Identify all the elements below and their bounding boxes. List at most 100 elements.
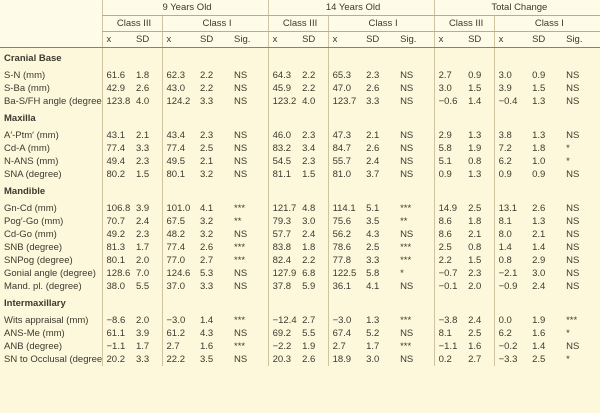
value-cell: NS — [234, 268, 248, 279]
value-cell: 3.0 — [366, 354, 380, 365]
value-cell: 3.0 — [532, 268, 546, 279]
value-cell: 2.2 — [200, 70, 214, 81]
empty-cell — [196, 108, 230, 129]
value-cell: 2.7 — [468, 354, 482, 365]
data-row: Wits appraisal (mm) −8.6 2.0 −3.0 1.4 *** −12.… — [0, 314, 600, 327]
stat-title: x — [493, 31, 529, 48]
value-cell: −0.9 — [493, 280, 529, 293]
data-row: Gn-Cd (mm) 106.8 3.9 101.0 4.1 *** 121.7 4.8 114… — [0, 202, 600, 215]
value-cell: −12.4 — [267, 314, 299, 327]
value-cell: 47.3 — [327, 129, 363, 142]
value-cell: 2.4 — [468, 315, 482, 326]
value-cell: 0.2 — [433, 353, 465, 366]
row-label: Cd-A (mm) — [4, 143, 50, 154]
empty-cell — [101, 47, 132, 69]
value-cell: 49.2 — [101, 228, 132, 241]
value-cell: 3.3 — [200, 281, 214, 292]
value-cell: 2.1 — [136, 130, 150, 141]
value-cell: *** — [400, 242, 412, 253]
value-cell: 81.3 — [101, 241, 132, 254]
data-row: Cd-A (mm) 77.4 3.3 77.4 2.5 NS 83.2 3.4 84.7 2.6 N… — [0, 142, 600, 155]
value-cell: 0.9 — [433, 168, 465, 181]
value-cell: 42.9 — [101, 82, 132, 95]
value-cell: NS — [566, 242, 580, 253]
row-label: S-Ba (mm) — [4, 83, 50, 94]
value-cell: 57.7 — [267, 228, 299, 241]
value-cell: 4.0 — [302, 96, 316, 107]
value-cell: 79.3 — [267, 215, 299, 228]
empty-cell — [132, 181, 162, 202]
value-cell: 8.6 — [433, 215, 465, 228]
empty-cell — [464, 48, 494, 70]
stat-title: x — [101, 31, 132, 48]
value-cell: 128.6 — [101, 267, 132, 280]
value-cell: 82.4 — [267, 254, 299, 267]
value-cell: NS — [234, 143, 248, 154]
value-cell: 121.7 — [267, 202, 299, 215]
stat-title: x — [327, 31, 363, 48]
value-cell: 1.4 — [468, 96, 482, 107]
value-cell: 3.3 — [136, 143, 150, 154]
value-cell: * — [566, 354, 570, 365]
empty-cell — [562, 181, 600, 202]
empty-cell — [298, 293, 328, 314]
empty-cell — [327, 181, 363, 202]
value-cell: *** — [400, 203, 412, 214]
value-cell: 4.1 — [366, 281, 380, 292]
class-row: Class III Class I Class III Class I Class II… — [0, 15, 600, 32]
empty-cell — [362, 108, 396, 129]
value-cell: 101.0 — [161, 202, 196, 215]
value-cell: *** — [400, 255, 412, 266]
empty-cell — [528, 181, 562, 202]
stat-title: SD — [528, 31, 563, 48]
value-cell: * — [566, 143, 570, 154]
value-cell: 67.5 — [161, 215, 196, 228]
value-cell: 77.0 — [161, 254, 196, 267]
value-cell: 3.8 — [493, 129, 529, 142]
value-cell: −3.0 — [161, 314, 196, 327]
empty-cell — [493, 47, 529, 69]
empty-cell — [362, 293, 396, 314]
data-row: SNA (degree) 80.2 1.5 80.1 3.2 NS 81.1 1.5 81.0 3… — [0, 168, 600, 181]
value-cell: 1.8 — [532, 143, 546, 154]
value-cell: 2.7 — [327, 340, 363, 353]
value-cell: −0.7 — [433, 267, 465, 280]
value-cell: 1.8 — [468, 216, 482, 227]
value-cell: 83.2 — [267, 142, 299, 155]
empty-cell — [132, 48, 162, 70]
value-cell: 2.2 — [302, 83, 316, 94]
empty-cell — [298, 48, 328, 70]
value-cell: 18.9 — [327, 353, 363, 366]
section-row: Maxilla — [0, 108, 600, 129]
value-cell: NS — [234, 354, 248, 365]
empty-cell — [327, 108, 363, 129]
stat-row: x SD x SD Sig. x SD x SD Sig. x SD x SD Sig. — [0, 31, 600, 48]
value-cell: 43.0 — [161, 82, 196, 95]
value-cell: NS — [400, 328, 414, 339]
stat-title: SD — [132, 31, 162, 48]
value-cell: 1.4 — [532, 341, 546, 352]
value-cell: 2.5 — [366, 242, 380, 253]
value-cell: 81.1 — [267, 168, 299, 181]
empty-cell — [327, 47, 363, 69]
value-cell: 2.2 — [433, 254, 465, 267]
value-cell: 78.6 — [327, 241, 363, 254]
value-cell: 2.9 — [433, 129, 465, 142]
value-cell: 1.7 — [136, 242, 150, 253]
value-cell: 3.0 — [302, 216, 316, 227]
value-cell: 0.9 — [493, 168, 529, 181]
value-cell: NS — [400, 229, 414, 240]
value-cell: 3.9 — [493, 82, 529, 95]
stat-title: x — [267, 31, 299, 48]
value-cell: 2.7 — [433, 69, 465, 82]
empty-cell — [433, 108, 465, 129]
row-label: ANB (degree) — [4, 341, 63, 352]
value-cell: 2.6 — [136, 83, 150, 94]
value-cell: 2.5 — [200, 143, 214, 154]
value-cell: 8.1 — [433, 327, 465, 340]
empty-cell — [161, 293, 196, 314]
stat-title: SD — [196, 31, 230, 48]
value-cell: 48.2 — [161, 228, 196, 241]
value-cell: 13.1 — [493, 202, 529, 215]
class-title: Class III — [101, 15, 162, 32]
